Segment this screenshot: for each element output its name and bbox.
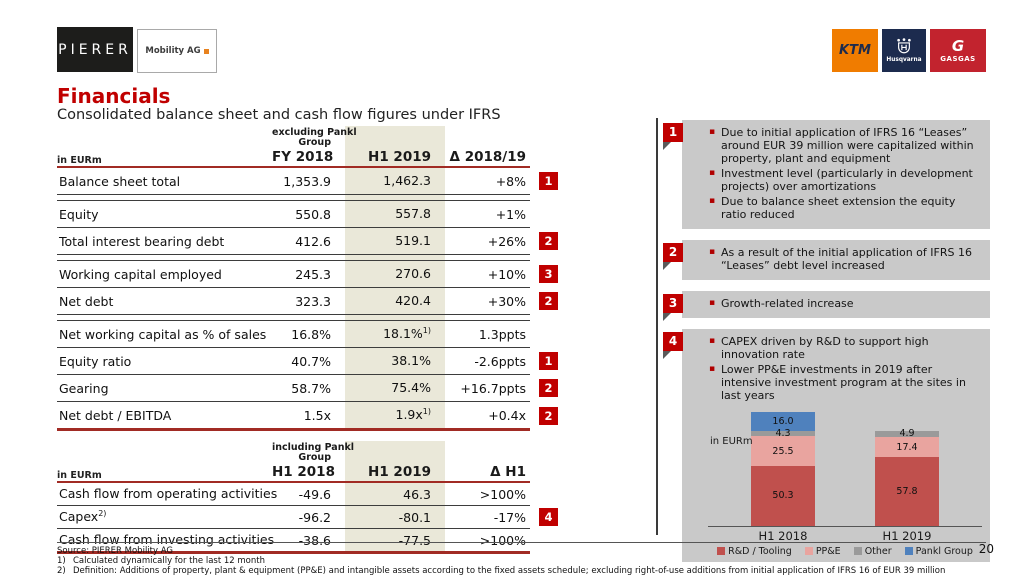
note-number-badge: 4 [663, 331, 683, 351]
fold-corner-icon [663, 312, 671, 321]
financial-tables: in EURm excluding Pankl Group FY 2018 H1… [57, 126, 562, 554]
note-ref-badge: 2 [539, 406, 558, 425]
note-bullet: Investment level (particularly in develo… [708, 167, 982, 194]
bar-segment: 4.3 [751, 428, 815, 439]
table-row: Cash flow from investing activities -38.… [57, 528, 560, 554]
col-delta-header: Δ 2018/19 [445, 126, 530, 168]
table-row: Net working capital as % of sales 16.8% … [57, 320, 560, 348]
fold-corner-icon [663, 142, 671, 150]
bar-h1-2018: 50.3 25.5 4.3 16.0 [751, 412, 815, 526]
note-bullet: Lower PP&E investments in 2019 after int… [708, 363, 982, 403]
legend-item: R&D / Tooling [717, 546, 792, 557]
footer-divider [57, 542, 986, 543]
col-h12019-header: H1 2019 [345, 441, 445, 483]
mobility-ag-label: Mobility AG [145, 46, 201, 56]
husqvarna-crown-icon [897, 38, 911, 54]
page-subtitle: Consolidated balance sheet and cash flow… [57, 107, 501, 123]
category-label: H1 2018 [758, 528, 808, 543]
bar-segment: 50.3 [751, 466, 815, 526]
capex-stacked-bar-chart: in EURm 50.3 25.5 4.3 16.0 57.8 17.4 4.9 H1 2… [708, 408, 982, 557]
legend-item: Other [853, 546, 892, 557]
table-row: Net debt / EBITDA 1.5x 1.9x1) +0.4x 2 [57, 401, 560, 431]
table-row: Total interest bearing debt 412.6 519.1 … [57, 227, 560, 255]
bar-h1-2019: 57.8 17.4 4.9 [875, 428, 939, 526]
legend-item: PP&E [804, 546, 841, 557]
table-row: Net debt 323.3 420.4 +30% 2 [57, 287, 560, 315]
fold-corner-icon [663, 350, 671, 359]
vertical-divider [656, 118, 658, 535]
note-bullet: As a result of the initial application o… [708, 246, 982, 273]
group-separator [57, 194, 560, 201]
group-separator [57, 254, 560, 261]
note-bullet: CAPEX driven by R&D to support high inno… [708, 335, 982, 362]
mobility-ag-logo: Mobility AG [137, 29, 217, 73]
note-bullet: Due to balance sheet extension the equit… [708, 195, 982, 222]
husqvarna-logo: Husqvarna [882, 29, 926, 72]
brand-logos: KTM Husqvarna G GASGAS [832, 29, 986, 72]
bar-segment: 4.9 [875, 428, 939, 439]
table2-header-row: in EURm including Pankl Group H1 2018 H1… [57, 441, 560, 483]
balance-sheet-table: in EURm excluding Pankl Group FY 2018 H1… [57, 126, 560, 431]
ktm-logo: KTM [832, 29, 878, 72]
note-ref-badge: 4 [539, 508, 558, 526]
note-number-badge: 1 [663, 123, 683, 142]
note-number-badge: 2 [663, 242, 683, 262]
table-row: Equity ratio 40.7% 38.1% -2.6ppts 1 [57, 347, 560, 375]
note-ref-badge: 2 [539, 232, 558, 250]
group-separator [57, 314, 560, 321]
legend-swatch-icon [904, 547, 913, 556]
note-bullet: Due to initial application of IFRS 16 “L… [708, 126, 982, 166]
note-2: 2 As a result of the initial application… [663, 239, 990, 280]
col-h12018-header: including Pankl Group H1 2018 [272, 441, 355, 483]
gasgas-logo: G GASGAS [930, 29, 986, 72]
bar-segment: 57.8 [875, 457, 939, 526]
legend-swatch-icon [804, 547, 813, 556]
chart-plot-area: 50.3 25.5 4.3 16.0 57.8 17.4 4.9 [708, 408, 982, 527]
note-number-badge: 3 [663, 293, 683, 313]
gasgas-g-icon: G [951, 36, 965, 55]
note-1: 1 Due to initial application of IFRS 16 … [663, 120, 990, 229]
page-number: 20 [978, 542, 994, 556]
page-title: Financials [57, 84, 171, 108]
notes-panel: 1 Due to initial application of IFRS 16 … [663, 120, 990, 573]
table-row: Balance sheet total 1,353.9 1,462.3 +8% … [57, 167, 560, 195]
table-row: Working capital employed 245.3 270.6 +10… [57, 260, 560, 288]
bar-segment: 17.4 [875, 436, 939, 458]
legend-item: Pankl Group [904, 546, 973, 557]
note-bullet: Growth-related increase [708, 297, 982, 311]
chart-category-axis: H1 2018 H1 2019 [708, 529, 982, 543]
unit-label: in EURm [57, 441, 272, 483]
note-ref-badge: 1 [539, 352, 558, 370]
table1-header-row: in EURm excluding Pankl Group FY 2018 H1… [57, 126, 560, 168]
footnote-2: 2) Definition: Additions of property, pla… [57, 566, 946, 576]
footnote-1: 1) Calculated dynamically for the last 12… [57, 556, 265, 566]
note-ref-badge: 1 [539, 171, 558, 190]
table-row: Gearing 58.7% 75.4% +16.7ppts 2 [57, 374, 560, 402]
orange-square-icon [203, 48, 209, 54]
col-h12019-header: H1 2019 [345, 126, 445, 168]
fold-corner-icon [663, 261, 671, 270]
category-label: H1 2019 [882, 528, 932, 543]
bar-segment: 25.5 [751, 436, 815, 467]
bar-segment: 16.0 [751, 412, 815, 431]
col-delta-h1-header: Δ H1 [445, 441, 530, 483]
unit-label: in EURm [57, 126, 272, 168]
pierer-logo: PIERER [57, 27, 133, 72]
note-3: 3 Growth-related increase [663, 290, 990, 321]
note-ref-badge: 2 [539, 379, 558, 397]
table-row: Capex2) -96.2 -80.1 -17% 4 [57, 505, 560, 529]
chart-legend: R&D / Tooling PP&E Other Pankl Group [708, 546, 982, 557]
legend-swatch-icon [853, 547, 862, 556]
table-row: Cash flow from operating activities -49.… [57, 482, 560, 506]
cash-flow-table: in EURm including Pankl Group H1 2018 H1… [57, 441, 560, 554]
note-ref-badge: 2 [539, 292, 558, 310]
note-4: 4 CAPEX driven by R&D to support high in… [663, 328, 990, 562]
legend-swatch-icon [717, 547, 726, 556]
col-fy2018-header: excluding Pankl Group FY 2018 [272, 126, 357, 168]
source-note: Source: PIERER Mobility AG [57, 546, 173, 556]
note-ref-badge: 3 [539, 265, 558, 283]
table-row: Equity 550.8 557.8 +1% [57, 200, 560, 228]
chart-unit-label: in EURm [710, 435, 753, 447]
